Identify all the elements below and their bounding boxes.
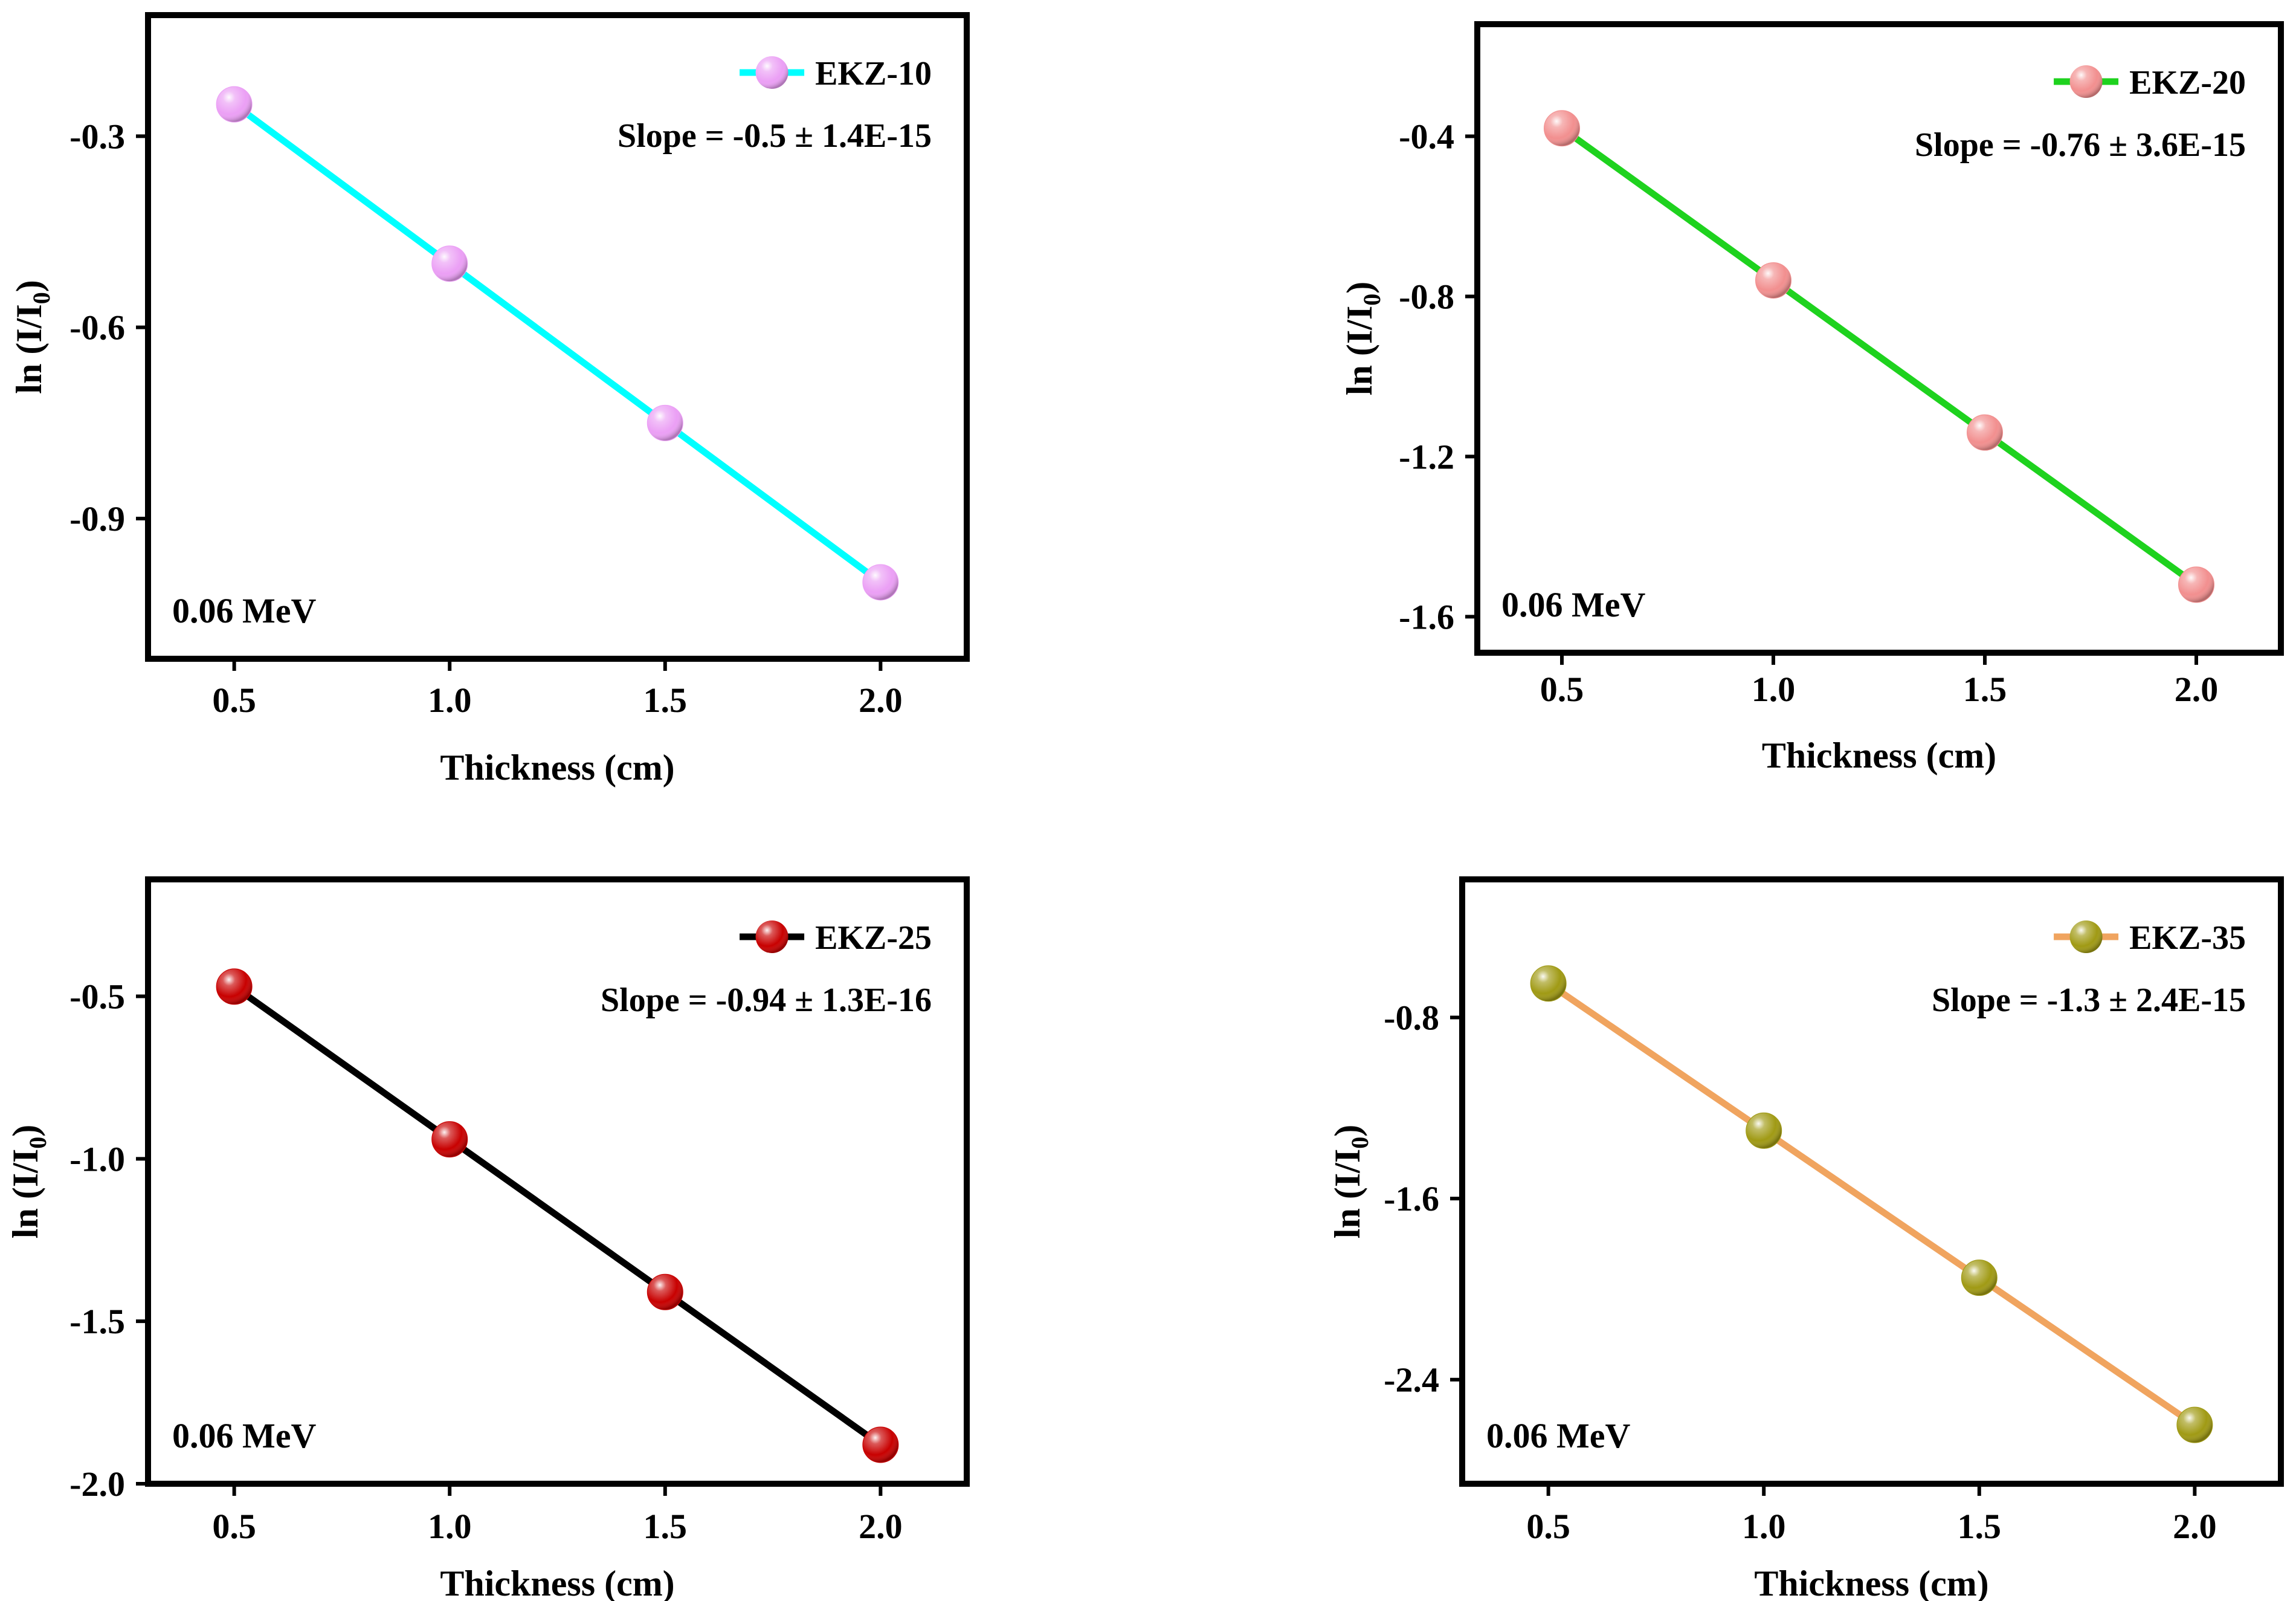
plot-frame [1459,876,2284,1487]
legend-marker-highlight [755,920,788,953]
y-tick-label: -0.9 [69,499,125,539]
data-point-highlight [2177,1407,2213,1443]
data-point-highlight [1530,966,1566,1001]
y-tick-label: -0.6 [69,308,125,348]
slope-annotation: Slope = -0.5 ± 1.4E-15 [618,117,932,155]
x-tick-label: 1.5 [643,1507,688,1546]
series-line [1546,980,2197,1428]
x-tick-label: 1.0 [428,681,472,720]
energy-label: 0.06 MeV [172,1416,316,1455]
legend-label: EKZ-35 [2129,919,2246,957]
energy-label: 0.06 MeV [172,591,316,630]
energy-label: 0.06 MeV [1486,1416,1630,1455]
x-tick-label: 0.5 [1526,1507,1570,1546]
x-tick-label: 0.5 [212,681,256,720]
y-axis-title-close: ) [5,1125,45,1137]
y-tick-label: -0.3 [69,117,125,156]
plot-frame [145,12,970,662]
data-point-highlight [1756,262,1791,298]
y-axis-title-main: ln (I/I [1327,1149,1367,1238]
x-tick-label: 1.0 [1752,670,1796,709]
y-axis-title-close: ) [9,280,49,292]
series-line [1559,125,2199,587]
energy-label: 0.06 MeV [1501,585,1645,624]
y-axis-title: ln (I/I0) [9,280,55,393]
series-line [232,983,883,1447]
y-tick-label: -1.5 [69,1302,125,1341]
chart-panel-4: 0.5 1.0 1.5 2.0 -0.8 -1.6 -2.4 EKZ-35 Slope = -1… [1327,876,2284,1601]
data-point-highlight [216,86,252,122]
x-axis-title: Thickness (cm) [1754,1564,1988,1601]
x-tick-label: 2.0 [2175,670,2219,709]
x-axis-title: Thickness (cm) [1762,736,1996,775]
x-tick-label: 1.5 [1963,670,2007,709]
data-point-highlight [863,1427,898,1463]
legend-marker-highlight [2069,65,2103,98]
x-tick-label: 2.0 [859,681,903,720]
x-tick-label: 0.5 [1540,670,1584,709]
x-tick-label: 1.5 [643,681,688,720]
y-axis-title: ln (I/I0) [1327,1125,1373,1238]
x-tick-label: 2.0 [859,1507,903,1546]
y-axis-title-subscript: 0 [1358,294,1385,306]
legend-label: EKZ-20 [2129,64,2246,102]
y-tick-label: -0.4 [1399,117,1454,156]
slope-annotation: Slope = -0.94 ± 1.3E-16 [601,982,932,1019]
slope-annotation: Slope = -1.3 ± 2.4E-15 [1932,982,2246,1019]
x-axis-title: Thickness (cm) [440,748,674,788]
data-point-highlight [2179,567,2214,603]
y-tick-label: -1.2 [1399,437,1454,476]
y-axis-title-main: ln (I/I [9,304,49,393]
plot-frame [1474,21,2284,656]
series-line [232,102,883,585]
y-axis-title: ln (I/I0) [1340,282,1385,395]
data-point-highlight [647,405,683,441]
y-tick-label: -1.6 [1384,1179,1439,1218]
data-point-highlight [216,969,252,1004]
chart-panel-3: 0.5 1.0 1.5 2.0 -0.5 -1.0 -1.5 -2.0 EKZ-25 Slope … [5,876,970,1601]
x-tick-label: 1.0 [428,1507,472,1546]
y-tick-label: -0.8 [1399,277,1454,316]
y-tick-label: -0.8 [1384,998,1439,1037]
chart-panel-2: 0.5 1.0 1.5 2.0 -0.4 -0.8 -1.2 -1.6 EKZ-20 Slope … [1340,21,2284,775]
slope-annotation: Slope = -0.76 ± 3.6E-15 [1915,126,2246,164]
y-axis-title-main: ln (I/I [1340,306,1379,395]
data-point-highlight [432,246,468,282]
data-point-highlight [1967,415,2002,450]
y-axis-title-subscript: 0 [28,292,55,304]
data-point-highlight [647,1274,683,1310]
plot-frame [145,876,970,1487]
legend-marker-highlight [755,56,788,89]
legend-label: EKZ-10 [815,55,932,92]
data-point-highlight [1544,111,1579,146]
y-axis-title-main: ln (I/I [5,1149,45,1238]
y-axis-title-close: ) [1327,1125,1367,1137]
y-tick-label: -2.0 [69,1464,125,1504]
data-point-highlight [432,1122,468,1157]
y-axis-title-subscript: 0 [1346,1137,1373,1149]
x-tick-label: 1.5 [1958,1507,2002,1546]
legend-marker-highlight [2069,920,2103,953]
y-axis-title-close: ) [1340,282,1379,294]
y-axis-title-subscript: 0 [24,1137,51,1149]
y-tick-label: -1.0 [69,1139,125,1179]
y-tick-label: -0.5 [69,977,125,1017]
data-point-highlight [1961,1260,1997,1296]
chart-panel-1: 0.5 1.0 1.5 2.0 -0.3 -0.6 -0.9 EKZ-10 Slope = -0… [9,12,970,788]
y-tick-label: -1.6 [1399,597,1454,636]
x-tick-label: 1.0 [1742,1507,1786,1546]
legend-label: EKZ-25 [815,919,932,957]
y-tick-label: -2.4 [1384,1360,1439,1400]
x-tick-label: 2.0 [2173,1507,2217,1546]
y-axis-title: ln (I/I0) [5,1125,51,1238]
data-point-highlight [863,564,898,600]
x-axis-title: Thickness (cm) [440,1564,674,1601]
data-point-highlight [1746,1113,1782,1148]
x-tick-label: 0.5 [212,1507,256,1546]
